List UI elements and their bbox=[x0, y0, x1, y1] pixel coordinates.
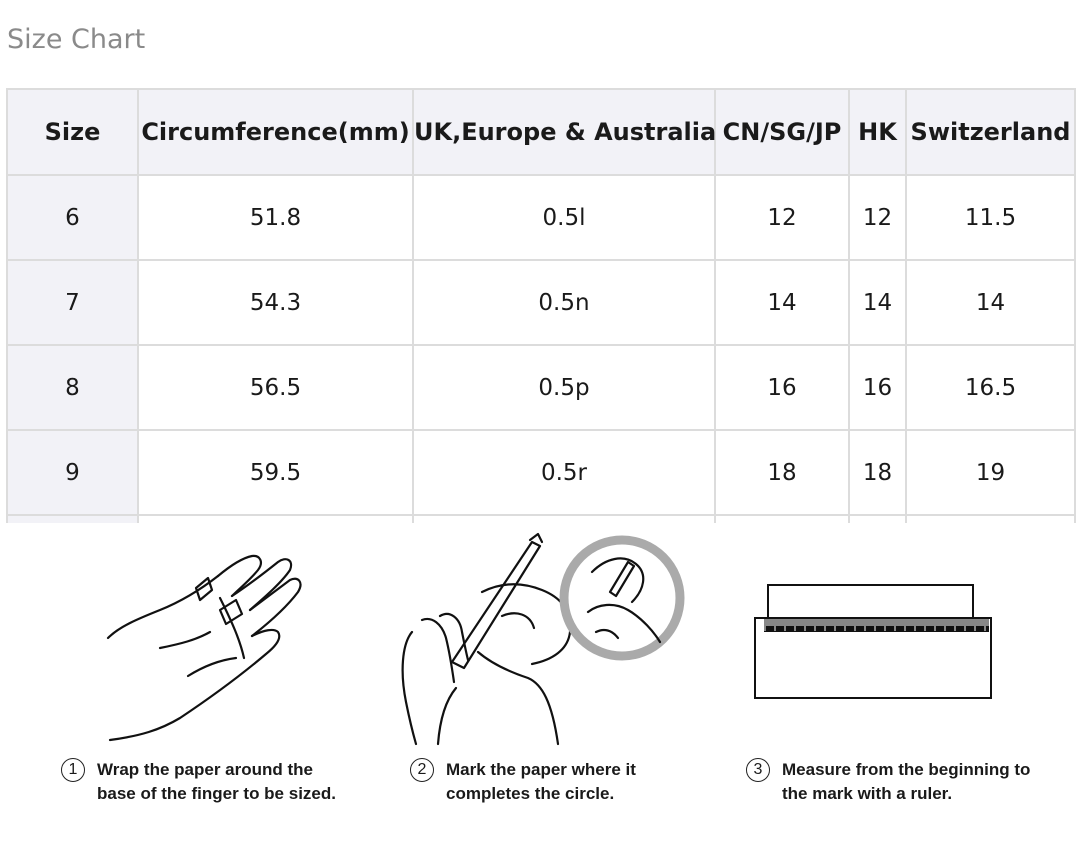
header-switzerland: Switzerland bbox=[905, 88, 1076, 176]
step-1-number-icon: 1 bbox=[61, 758, 85, 782]
cell-switzerland: 19 bbox=[905, 429, 1076, 516]
header-uk-europe-australia: UK,Europe & Australia bbox=[412, 88, 716, 176]
step-1-line-1: Wrap the paper around the bbox=[97, 760, 313, 779]
cell-hk: 12 bbox=[848, 174, 907, 261]
hand-wrap-illustration bbox=[106, 554, 302, 742]
ruler-illustration bbox=[754, 584, 992, 699]
step-2-line-1: Mark the paper where it bbox=[446, 760, 636, 779]
cell-size: 6 bbox=[6, 174, 139, 261]
page-title: Size Chart bbox=[7, 24, 146, 55]
step-1-line-2: base of the finger to be sized. bbox=[97, 784, 336, 803]
cell-uk-europe-australia: 0.5p bbox=[412, 344, 716, 431]
cell-size: 9 bbox=[6, 429, 139, 516]
header-cn-sg-jp: CN/SG/JP bbox=[714, 88, 850, 176]
table-row: 9 59.5 0.5r 18 18 19 bbox=[6, 429, 1076, 516]
table-row: 8 56.5 0.5p 16 16 16.5 bbox=[6, 344, 1076, 431]
table-row: 6 51.8 0.5l 12 12 11.5 bbox=[6, 174, 1076, 261]
header-size: Size bbox=[6, 88, 139, 176]
cell-circumference: 59.5 bbox=[137, 429, 414, 516]
header-circumference: Circumference(mm) bbox=[137, 88, 414, 176]
step-3-number-icon: 3 bbox=[746, 758, 770, 782]
cell-hk: 18 bbox=[848, 429, 907, 516]
cell-size: 8 bbox=[6, 344, 139, 431]
step-3-line-1: Measure from the beginning to bbox=[782, 760, 1031, 779]
cell-circumference: 56.5 bbox=[137, 344, 414, 431]
cell-uk-europe-australia: 0.5r bbox=[412, 429, 716, 516]
header-hk: HK bbox=[848, 88, 907, 176]
cell-cn-sg-jp: 14 bbox=[714, 259, 850, 346]
cell-switzerland: 16.5 bbox=[905, 344, 1076, 431]
cell-hk: 16 bbox=[848, 344, 907, 431]
cell-cn-sg-jp: 18 bbox=[714, 429, 850, 516]
cell-hk: 14 bbox=[848, 259, 907, 346]
step-3-line-2: the mark with a ruler. bbox=[782, 784, 953, 803]
cell-switzerland: 11.5 bbox=[905, 174, 1076, 261]
cell-circumference: 51.8 bbox=[137, 174, 414, 261]
cell-circumference: 54.3 bbox=[137, 259, 414, 346]
cell-cn-sg-jp: 12 bbox=[714, 174, 850, 261]
cell-switzerland: 14 bbox=[905, 259, 1076, 346]
step-2-line-2: completes the circle. bbox=[446, 784, 615, 803]
ruler-ticks bbox=[764, 619, 990, 631]
table-header-row: Size Circumference(mm) UK,Europe & Austr… bbox=[6, 88, 1076, 176]
cell-cn-sg-jp: 16 bbox=[714, 344, 850, 431]
cell-uk-europe-australia: 0.5l bbox=[412, 174, 716, 261]
mark-paper-illustration bbox=[401, 532, 685, 746]
step-2-number-icon: 2 bbox=[410, 758, 434, 782]
table-row: 7 54.3 0.5n 14 14 14 bbox=[6, 259, 1076, 346]
cell-uk-europe-australia: 0.5n bbox=[412, 259, 716, 346]
cell-size: 7 bbox=[6, 259, 139, 346]
